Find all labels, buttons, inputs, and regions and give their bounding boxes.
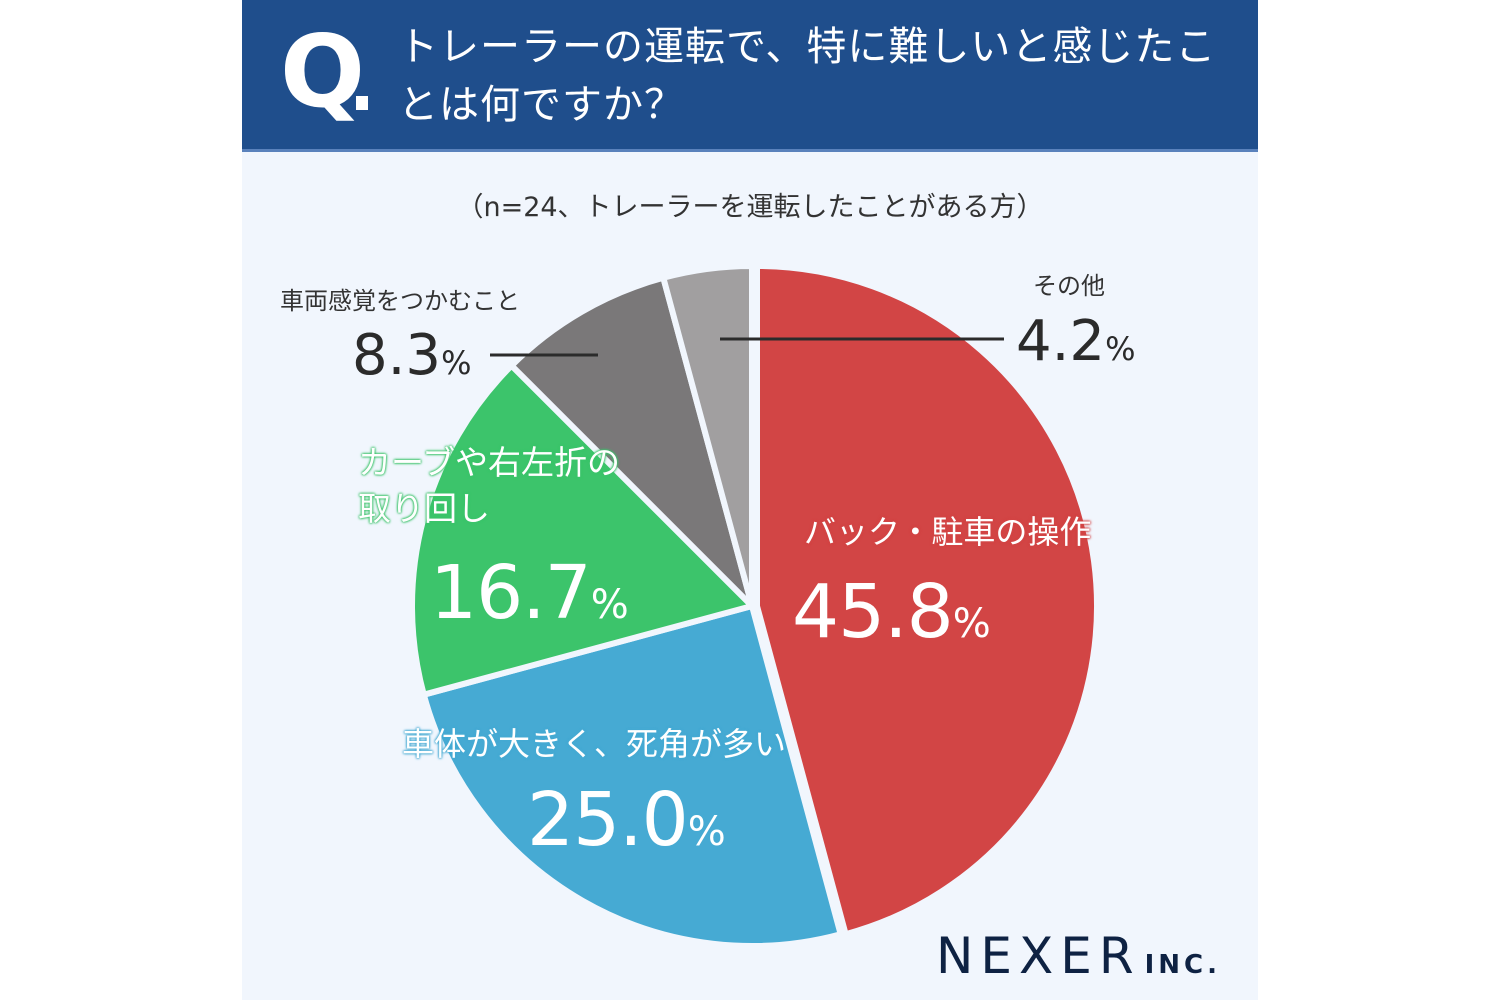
slice-blind-spot xyxy=(420,603,844,949)
slice-other xyxy=(660,263,755,609)
percent-sign: % xyxy=(590,582,629,628)
percent-sign: % xyxy=(441,344,472,382)
value-number: 16.7 xyxy=(430,550,592,636)
slice-vehicle-sense xyxy=(508,274,755,609)
slice-turning xyxy=(409,362,755,698)
slice-value-turning: 16.7% xyxy=(430,550,629,645)
sample-note: （n=24、トレーラーを運転したことがある方） xyxy=(456,192,1044,223)
value-number: 45.8 xyxy=(792,569,954,655)
slice-value-back-parking: 45.8% xyxy=(792,569,991,664)
pie-chart xyxy=(409,263,1100,949)
slice-label-other: その他 xyxy=(1033,272,1105,300)
slice-value-vehicle-sense: 8.3% xyxy=(352,326,471,393)
percent-sign: % xyxy=(687,809,726,855)
value-number: 4.2 xyxy=(1016,309,1106,374)
slice-back-parking xyxy=(754,263,1100,938)
question-text: トレーラーの運転で、特に難しいと感じたことは何ですか？ xyxy=(398,24,1217,128)
slice-value-other: 4.2% xyxy=(1016,312,1135,379)
nexer-logo: NEXER INC. xyxy=(936,928,1221,993)
value-number: 8.3 xyxy=(352,323,442,388)
q-dot xyxy=(356,96,368,110)
question-header: Q トレーラーの運転で、特に難しいと感じたことは何ですか？ xyxy=(242,0,1258,152)
slice-label-vehicle-sense: 車両感覚をつかむこと xyxy=(280,287,520,315)
percent-sign: % xyxy=(1105,330,1136,368)
chart-panel: Q トレーラーの運転で、特に難しいと感じたことは何ですか？ （n=24、トレーラ… xyxy=(242,0,1258,1000)
logo-name: NEXER xyxy=(936,927,1141,985)
logo-suffix: INC. xyxy=(1144,950,1221,980)
q-mark: Q xyxy=(280,13,365,130)
percent-sign: % xyxy=(952,601,991,647)
slice-label-back-parking: バック・駐車の操作 xyxy=(804,513,1092,551)
value-number: 25.0 xyxy=(527,777,689,863)
slice-value-blind-spot: 25.0% xyxy=(527,777,726,872)
slice-label-blind-spot: 車体が大きく、死角が多い xyxy=(402,725,787,763)
slice-label-turning-line1: カーブや右左折の xyxy=(358,443,621,482)
slice-label-turning-line2: 取り回し xyxy=(358,489,490,528)
